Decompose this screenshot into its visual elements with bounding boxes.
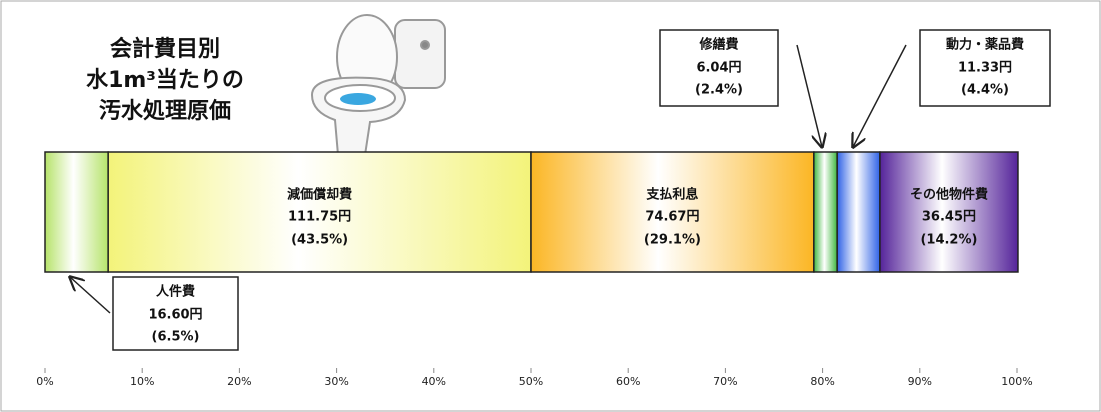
callout-arrow xyxy=(70,277,111,314)
value-label: (14.2%) xyxy=(920,233,977,248)
value-label: (4.4%) xyxy=(961,83,1009,98)
callout-box xyxy=(919,29,1051,107)
x-tick-label: 30% xyxy=(324,375,348,388)
bar-segment xyxy=(836,151,881,273)
toilet-illustration xyxy=(310,14,446,156)
bar-segment xyxy=(44,151,109,273)
x-tick-label: 90% xyxy=(908,375,932,388)
title-line: 会計費目別 xyxy=(110,36,220,62)
x-tick-label: 60% xyxy=(616,375,640,388)
x-tick-label: 0% xyxy=(36,375,53,388)
amount-label: 74.67円 xyxy=(645,210,699,225)
callout-box xyxy=(112,276,239,351)
bar-segment xyxy=(530,151,815,273)
x-tick-label: 10% xyxy=(130,375,154,388)
segment-name: 支払利息 xyxy=(645,187,698,203)
amount-label: 36.45円 xyxy=(922,210,976,225)
x-tick-label: 100% xyxy=(1001,375,1032,388)
amount-label: 16.60円 xyxy=(148,308,202,323)
x-tick-label: 50% xyxy=(519,375,543,388)
bar-segment xyxy=(107,151,532,273)
x-tick-label: 20% xyxy=(227,375,251,388)
callout-arrow xyxy=(853,44,907,147)
callout-arrow xyxy=(796,44,822,147)
amount-label: 111.75円 xyxy=(288,210,351,225)
value-label: (43.5%) xyxy=(291,233,348,248)
segment-name: その他物件費 xyxy=(910,187,988,203)
bar-segment xyxy=(879,151,1019,273)
title-line: 汚水処理原価 xyxy=(99,98,231,124)
segment-name: 人件費 xyxy=(156,284,195,300)
x-tick-label: 40% xyxy=(422,375,446,388)
value-label: (29.1%) xyxy=(644,233,701,248)
segment-name: 減価償却費 xyxy=(287,187,352,203)
amount-label: 6.04円 xyxy=(696,61,741,76)
segment-name: 修繕費 xyxy=(698,37,738,53)
callout-box xyxy=(659,29,779,107)
amount-label: 11.33円 xyxy=(958,61,1012,76)
value-label: (2.4%) xyxy=(695,83,743,98)
x-tick-label: 80% xyxy=(810,375,834,388)
bar-segment xyxy=(813,151,838,273)
value-label: (6.5%) xyxy=(152,330,200,345)
x-tick-label: 70% xyxy=(713,375,737,388)
title-line: 水1m³当たりの xyxy=(86,68,244,93)
segment-name: 動力・薬品費 xyxy=(946,37,1024,53)
